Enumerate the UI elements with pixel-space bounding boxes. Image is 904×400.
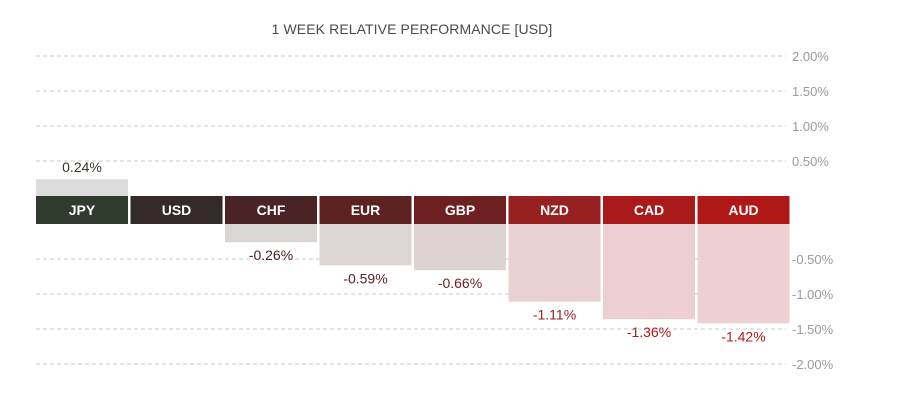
y-tick-label: 1.50% [792, 84, 829, 99]
category-header [319, 196, 412, 224]
data-label: 0.24% [62, 159, 102, 175]
category-header [36, 196, 128, 224]
category-label: JPY [69, 202, 96, 218]
bar [414, 224, 506, 271]
y-tick-label: -2.00% [792, 357, 834, 372]
data-label: -1.42% [721, 328, 765, 344]
data-label: -0.26% [249, 247, 293, 263]
y-tick-label: 1.00% [792, 119, 829, 134]
y-tick-label: 2.00% [792, 49, 829, 64]
y-tick-label: -0.50% [792, 252, 834, 267]
category-label: EUR [351, 202, 381, 218]
category-label: NZD [540, 202, 569, 218]
category-label: GBP [445, 202, 475, 218]
y-tick-label: -1.00% [792, 287, 834, 302]
bar [319, 224, 412, 266]
bar [697, 224, 790, 324]
category-header [130, 196, 223, 224]
data-label: -0.66% [438, 275, 482, 291]
y-tick-label: 0.50% [792, 154, 829, 169]
bar [36, 179, 128, 196]
bar [603, 224, 695, 320]
category-header [603, 196, 695, 224]
category-header [414, 196, 506, 224]
category-label: CHF [257, 202, 286, 218]
category-label: USD [162, 202, 192, 218]
category-header [225, 196, 317, 224]
category-label: CAD [634, 202, 664, 218]
data-label: -0.59% [343, 270, 387, 286]
data-label: -1.36% [627, 324, 671, 340]
category-header [508, 196, 601, 224]
bar [225, 224, 317, 243]
y-tick-label: -1.50% [792, 322, 834, 337]
category-header [697, 196, 790, 224]
chart-title: 1 WEEK RELATIVE PERFORMANCE [USD] [271, 21, 553, 37]
category-label: AUD [728, 202, 758, 218]
bar [508, 224, 601, 302]
data-label: -1.11% [533, 307, 576, 323]
